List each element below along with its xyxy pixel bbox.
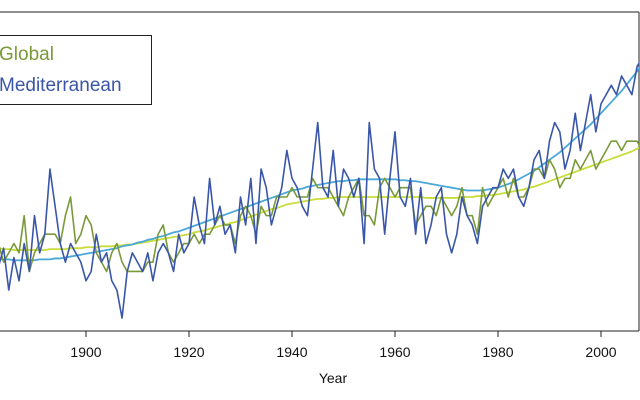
legend: Global Mediterranean — [0, 35, 152, 105]
x-tick-label-1920: 1920 — [173, 344, 204, 360]
x-tick-label-1900: 1900 — [70, 344, 101, 360]
legend-item-global: Global — [0, 44, 54, 65]
x-axis-label: Year — [319, 370, 348, 386]
x-tick-label-1940: 1940 — [276, 344, 307, 360]
lines-layer — [0, 61, 639, 319]
legend-item-mediterranean: Mediterranean — [0, 75, 122, 96]
axes-layer: 1900 1920 1940 1960 1980 2000 — [0, 11, 640, 360]
trend-line-global — [0, 146, 639, 251]
x-tick-label-2000: 2000 — [585, 344, 616, 360]
series-line-mediterranean — [0, 61, 639, 319]
x-tick-label-1980: 1980 — [482, 344, 513, 360]
series-line-global — [0, 140, 639, 273]
x-tick-label-1960: 1960 — [379, 344, 410, 360]
